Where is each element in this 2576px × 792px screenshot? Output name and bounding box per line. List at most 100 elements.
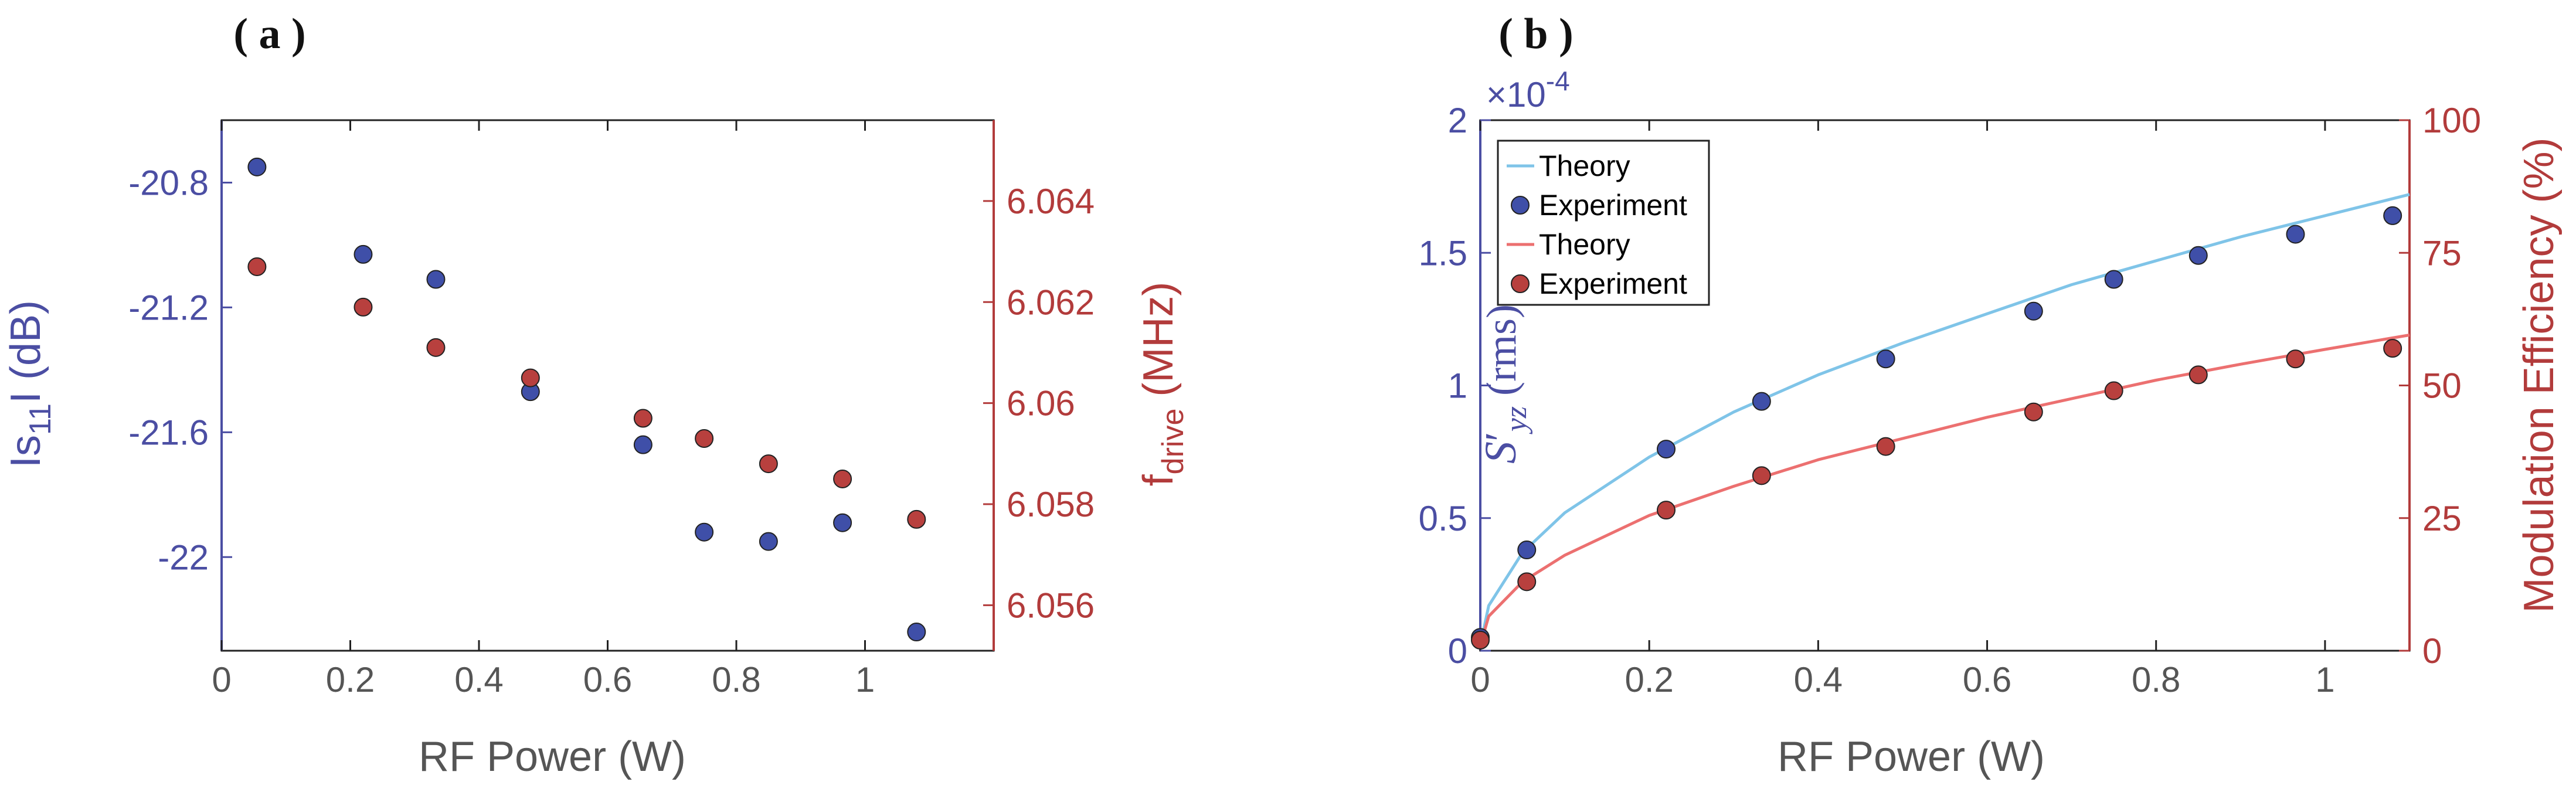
- left-y-tick-label: -22: [158, 538, 209, 577]
- right-y-tick-label: 6.058: [1007, 485, 1095, 524]
- data-point-blue: [833, 513, 852, 532]
- data-point-blue: [633, 435, 653, 454]
- left-y-tick-label: -21.6: [128, 413, 209, 452]
- left-y-tick-label: 0.5: [1419, 499, 1467, 538]
- legend-experiment-blue-label: Experiment: [1539, 189, 1687, 222]
- panel-b-right-y-axis-label: Modulation Efficiency (%): [2516, 137, 2563, 613]
- panel-a-x-ticks: 0 0.2 0.4 0.6 0.8 1: [212, 120, 875, 699]
- left-y-tick-label: 1: [1448, 366, 1467, 406]
- data-point-red: [2024, 402, 2043, 422]
- panel-a-left-y-axis-label: Is11I (dB): [2, 300, 57, 468]
- data-point-red: [521, 368, 540, 387]
- left-y-tick-label: -21.2: [128, 288, 209, 327]
- panel-b-chart: ( b ) 0 0.2 0.4 0.6 0.8 1 0 0.5 1 1.5 2 0 25 50 75 10…: [1419, 10, 2563, 780]
- panel-a-right-y-axis-label: fdrive (MHz): [1135, 282, 1190, 487]
- panel-b-experiment-markers: [1471, 206, 2402, 650]
- panel-b-x-axis-label: RF Power (W): [1778, 733, 2045, 780]
- legend-theory-red-label: Theory: [1539, 228, 1630, 261]
- panel-a-left-y-label-main: Is: [2, 435, 49, 468]
- panel-a-right-y-label-rest: (MHz): [1135, 282, 1182, 409]
- x-tick-label: 0.4: [454, 660, 503, 699]
- right-y-tick-label: 6.064: [1007, 182, 1095, 221]
- data-point-blue: [1752, 392, 1771, 411]
- left-y-tick-label: 0: [1448, 631, 1467, 671]
- data-point-blue: [426, 270, 446, 289]
- right-y-tick-label: 75: [2422, 233, 2462, 273]
- data-point-blue: [354, 244, 373, 264]
- panel-b-label: ( b ): [1498, 10, 1573, 58]
- x-tick-label: 0: [212, 660, 231, 699]
- data-point-red: [759, 454, 778, 474]
- data-point-blue: [2383, 206, 2402, 225]
- panel-a-x-axis-label: RF Power (W): [419, 733, 686, 780]
- panel-b-left-y-label-units: (rms): [1478, 304, 1525, 406]
- right-y-tick-label: 25: [2422, 499, 2462, 538]
- data-point-blue: [2188, 246, 2208, 265]
- data-point-red: [1517, 572, 1537, 592]
- data-point-blue: [247, 157, 267, 176]
- panel-b-left-y-axis-label: S′yz (rms): [1476, 304, 1533, 464]
- data-point-red: [2286, 349, 2305, 369]
- left-y-tick-label: 1.5: [1419, 233, 1467, 273]
- right-y-tick-label: 100: [2422, 101, 2481, 140]
- x-tick-label: 0.2: [1625, 660, 1673, 699]
- left-y-tick-label: 2: [1448, 101, 1467, 140]
- data-point-red: [247, 257, 267, 276]
- x-tick-label: 0.6: [583, 660, 632, 699]
- panel-b-y-exponent: ×10-4: [1486, 66, 1570, 114]
- panel-a-chart: ( a ) 0 0.2 0.4 0.6 0.8 1 -20.8-21.2-21.6-22 …: [2, 10, 1190, 780]
- legend-experiment-red-swatch: [1511, 274, 1530, 293]
- panel-a-right-y-ticks: 6.056 6.058 6.06 6.062 6.064: [983, 182, 1095, 625]
- panel-b-right-y-ticks: 0 25 50 75 100: [2399, 101, 2481, 671]
- panel-a-left-y-label-subscript: 11: [23, 403, 57, 435]
- data-point-blue: [1657, 440, 1676, 459]
- data-point-red: [2383, 339, 2402, 358]
- right-y-tick-label: 6.062: [1007, 283, 1095, 322]
- data-point-blue: [2286, 225, 2305, 244]
- x-tick-label: 0.8: [2132, 660, 2180, 699]
- panel-b-plot-area: 0 0.2 0.4 0.6 0.8 1 0 0.5 1 1.5 2 0 25 50 75 100: [1419, 101, 2482, 699]
- panel-a-left-y-label-rest: I (dB): [2, 300, 49, 403]
- data-point-blue: [1517, 541, 1537, 560]
- data-point-blue: [695, 522, 714, 542]
- data-point-red: [833, 469, 852, 488]
- panel-b-left-y-label-prime: ′: [1476, 431, 1525, 441]
- panel-b-exponent-power: -4: [1546, 66, 1570, 96]
- x-tick-label: 0.4: [1794, 660, 1843, 699]
- legend-theory-blue-label: Theory: [1539, 149, 1630, 182]
- left-y-tick-label: -20.8: [128, 163, 209, 202]
- data-point-red: [633, 409, 653, 428]
- x-tick-label: 0.8: [712, 660, 760, 699]
- panel-a-right-y-label-subscript: drive: [1156, 409, 1190, 475]
- panel-b-left-y-label-symbol: S: [1476, 441, 1525, 464]
- right-y-tick-label: 6.056: [1007, 586, 1095, 625]
- panel-b-legend: Theory Experiment Theory Experiment: [1497, 140, 1710, 306]
- data-point-blue: [2024, 301, 2043, 321]
- legend-box: [1497, 140, 1710, 306]
- data-point-red: [1471, 630, 1490, 650]
- data-point-red: [354, 297, 373, 317]
- x-tick-label: 1: [2315, 660, 2334, 699]
- panel-a-left-y-ticks: -20.8 -21.2 -21.6 -22: [128, 163, 232, 577]
- data-point-red: [1876, 437, 1895, 456]
- data-point-blue: [907, 623, 926, 642]
- panel-a-plot-area: 0 0.2 0.4 0.6 0.8 1 -20.8-21.2-21.6-22 6.0566…: [128, 119, 1095, 699]
- data-point-blue: [759, 532, 778, 551]
- panel-b-x-ticks: 0 0.2 0.4 0.6 0.8 1: [1470, 120, 2335, 699]
- legend-experiment-blue-swatch: [1511, 196, 1530, 215]
- right-y-tick-label: 0: [2422, 631, 2442, 671]
- x-tick-label: 0.6: [1963, 660, 2011, 699]
- data-point-red: [426, 338, 446, 357]
- data-point-blue: [1876, 349, 1895, 369]
- panel-a-label: ( a ): [233, 10, 305, 58]
- panel-a-markers: [247, 157, 926, 642]
- data-point-blue: [2104, 270, 2123, 289]
- data-point-red: [907, 509, 926, 529]
- panel-b-left-y-label-subscript: yz: [1500, 406, 1533, 434]
- panel-b-left-y-ticks: 0 0.5 1 1.5 2: [1419, 101, 1491, 671]
- data-point-red: [1657, 501, 1676, 520]
- x-tick-label: 0: [1470, 660, 1490, 699]
- data-point-red: [2188, 365, 2208, 385]
- legend-experiment-red-label: Experiment: [1539, 267, 1687, 300]
